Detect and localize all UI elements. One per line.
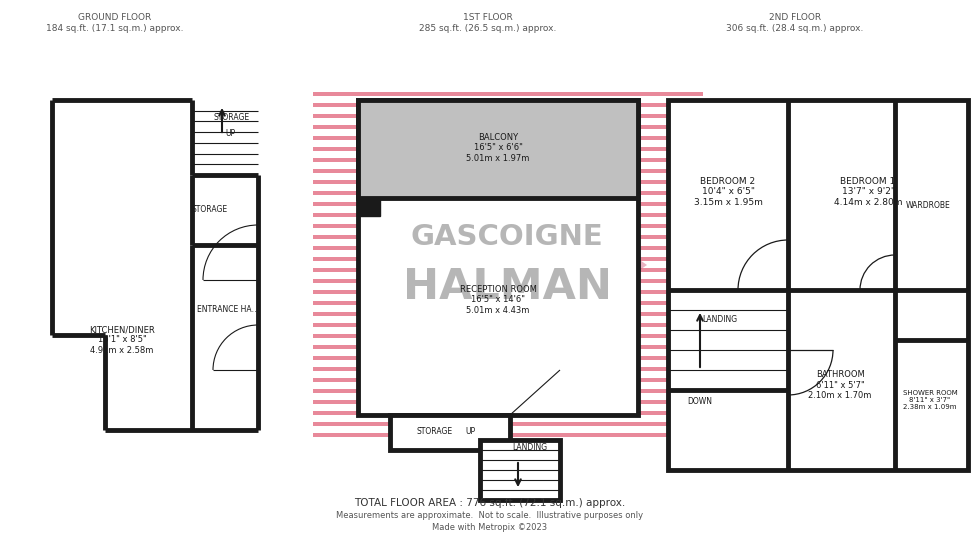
Text: LANDING: LANDING	[703, 316, 738, 324]
Text: BATHROOM
6'11" x 5'7"
2.10m x 1.70m: BATHROOM 6'11" x 5'7" 2.10m x 1.70m	[808, 370, 871, 400]
Text: UP: UP	[225, 129, 235, 138]
Bar	[390, 415, 510, 450]
Bar	[313, 367, 703, 371]
Bar	[313, 345, 703, 349]
Text: GASCOIGNE: GASCOIGNE	[411, 223, 604, 251]
Bar	[358, 100, 638, 415]
Bar	[358, 100, 638, 198]
Bar	[668, 100, 968, 470]
Text: SHOWER ROOM
8'11" x 3'7"
2.38m x 1.09m: SHOWER ROOM 8'11" x 3'7" 2.38m x 1.09m	[903, 390, 957, 410]
Text: TOTAL FLOOR AREA : 776 sq.ft. (72.1 sq.m.) approx.: TOTAL FLOOR AREA : 776 sq.ft. (72.1 sq.m…	[355, 498, 625, 508]
Text: LANDING: LANDING	[513, 443, 548, 453]
Text: 1ST FLOOR
285 sq.ft. (26.5 sq.m.) approx.: 1ST FLOOR 285 sq.ft. (26.5 sq.m.) approx…	[419, 13, 557, 32]
Bar	[313, 323, 703, 327]
Bar	[313, 400, 703, 404]
Text: STORAGE: STORAGE	[192, 206, 228, 214]
Text: STORAGE: STORAGE	[416, 427, 453, 437]
Text: Made with Metropix ©2023: Made with Metropix ©2023	[432, 522, 548, 531]
Text: DOWN: DOWN	[688, 398, 712, 406]
Text: ENTRANCE HA…: ENTRANCE HA…	[197, 305, 259, 315]
Bar	[313, 356, 703, 360]
Text: 2ND FLOOR
306 sq.ft. (28.4 sq.m.) approx.: 2ND FLOOR 306 sq.ft. (28.4 sq.m.) approx…	[726, 13, 863, 32]
Bar	[313, 202, 703, 206]
Text: BALCONY
16'5" x 6'6"
5.01m x 1.97m: BALCONY 16'5" x 6'6" 5.01m x 1.97m	[466, 133, 529, 163]
Text: Measurements are approximate.  Not to scale.  Illustrative purposes only: Measurements are approximate. Not to sca…	[336, 512, 644, 520]
Bar	[313, 92, 703, 96]
Bar	[313, 312, 703, 316]
Bar	[313, 103, 703, 107]
Bar	[313, 433, 703, 437]
Text: HALMAN: HALMAN	[403, 266, 612, 308]
Bar	[313, 246, 703, 250]
Bar	[313, 301, 703, 305]
Bar	[358, 198, 380, 216]
Bar	[313, 235, 703, 239]
Text: RECEPTION ROOM
16'5" x 14'6"
5.01m x 4.43m: RECEPTION ROOM 16'5" x 14'6" 5.01m x 4.4…	[460, 285, 536, 315]
Bar	[313, 158, 703, 162]
Bar	[313, 422, 703, 426]
Bar	[313, 147, 703, 151]
Bar	[313, 411, 703, 415]
Bar	[313, 224, 703, 228]
Text: WARDROBE: WARDROBE	[906, 201, 951, 210]
Text: UP: UP	[465, 427, 475, 437]
Bar	[313, 114, 703, 118]
Bar	[313, 191, 703, 195]
Text: GROUND FLOOR
184 sq.ft. (17.1 sq.m.) approx.: GROUND FLOOR 184 sq.ft. (17.1 sq.m.) app…	[46, 13, 184, 32]
Text: KITCHEN/DINER
16'1" x 8'5"
4.91m x 2.58m: KITCHEN/DINER 16'1" x 8'5" 4.91m x 2.58m	[89, 325, 155, 355]
Bar	[313, 378, 703, 382]
Bar	[313, 136, 703, 140]
Bar	[313, 125, 703, 129]
Bar	[313, 334, 703, 338]
Bar	[313, 180, 703, 184]
Bar	[313, 389, 703, 393]
Bar	[313, 279, 703, 283]
Polygon shape	[367, 168, 647, 362]
Bar	[480, 440, 560, 500]
Text: BEDROOM 1
13'7" x 9'2"
4.14m x 2.80m: BEDROOM 1 13'7" x 9'2" 4.14m x 2.80m	[834, 177, 903, 207]
Bar	[313, 290, 703, 294]
Bar	[313, 169, 703, 173]
Bar	[313, 257, 703, 261]
Bar	[313, 268, 703, 272]
Polygon shape	[395, 168, 619, 250]
Text: BEDROOM 2
10'4" x 6'5"
3.15m x 1.95m: BEDROOM 2 10'4" x 6'5" 3.15m x 1.95m	[694, 177, 762, 207]
Bar	[313, 213, 703, 217]
Text: STORAGE: STORAGE	[214, 113, 250, 123]
